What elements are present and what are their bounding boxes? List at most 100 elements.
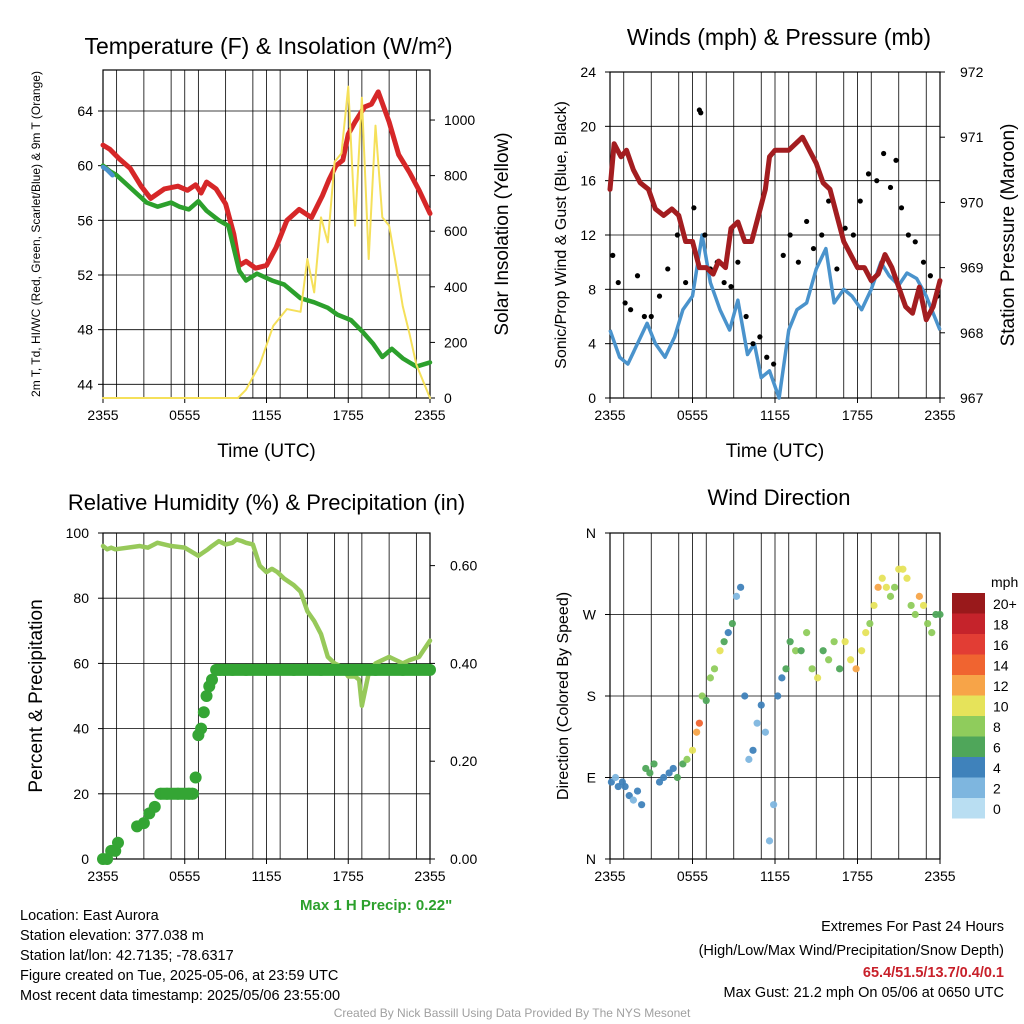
direction-point bbox=[803, 629, 811, 637]
direction-point bbox=[786, 638, 794, 646]
direction-point bbox=[629, 796, 637, 804]
series-line bbox=[100, 164, 115, 178]
precip-point bbox=[189, 771, 202, 784]
gust-point bbox=[787, 232, 793, 238]
station-info: Location: East Aurora Station elevation:… bbox=[20, 906, 340, 1006]
gust-point bbox=[665, 266, 671, 272]
gust-point bbox=[698, 110, 704, 116]
direction-point bbox=[693, 728, 701, 736]
x-tick-label: 1755 bbox=[333, 407, 364, 423]
y-axis-label: Percent & Precipitation bbox=[26, 599, 47, 792]
direction-point bbox=[732, 592, 741, 600]
y-tick-label: 60 bbox=[77, 158, 93, 174]
max-precip-annotation: Max 1 H Precip: 0.22" bbox=[300, 897, 453, 914]
recent-text: Most recent data timestamp: 2025/05/06 2… bbox=[20, 988, 341, 1004]
direction-point bbox=[683, 755, 691, 763]
series-line bbox=[100, 89, 433, 271]
gust-point bbox=[728, 284, 734, 290]
gust-point bbox=[927, 273, 933, 279]
direction-point bbox=[792, 647, 800, 655]
y2-tick-label: 971 bbox=[960, 129, 984, 145]
y2-tick-label: 600 bbox=[444, 223, 468, 239]
series-line bbox=[100, 163, 433, 369]
y2-axis-label: Solar Insolation (Yellow) bbox=[492, 132, 513, 335]
y2-tick-label: 969 bbox=[960, 260, 984, 276]
x-tick-label: 2355 bbox=[924, 407, 955, 423]
gust-point bbox=[881, 150, 887, 157]
gust-point bbox=[628, 307, 634, 313]
gust-point bbox=[622, 300, 628, 306]
y2-axis-label: Station Pressure (Maroon) bbox=[998, 124, 1019, 347]
y2-tick-label: 970 bbox=[960, 194, 984, 210]
direction-point bbox=[646, 769, 654, 777]
gust-point bbox=[743, 313, 749, 320]
legend-label: 18 bbox=[993, 617, 1009, 633]
x-tick-label: 2355 bbox=[87, 407, 118, 423]
y-tick-label: 12 bbox=[580, 227, 596, 243]
gust-point bbox=[683, 279, 689, 286]
gust-point bbox=[702, 232, 708, 238]
gust-point bbox=[804, 218, 810, 225]
gust-point bbox=[691, 205, 697, 211]
direction-point bbox=[782, 665, 790, 673]
precip-point bbox=[148, 800, 161, 813]
direction-point bbox=[621, 782, 629, 791]
extremes-values: 65.4/51.5/13.7/0.4/0.1 bbox=[862, 965, 1004, 981]
series-line bbox=[102, 85, 431, 399]
x-tick-label: 2355 bbox=[87, 868, 118, 884]
extremes-subtitle: (High/Low/Max Wind/Precipitation/Snow De… bbox=[698, 943, 1004, 959]
direction-point bbox=[638, 801, 646, 809]
x-tick-label: 2355 bbox=[924, 868, 955, 884]
legend-label: 10 bbox=[993, 699, 1009, 715]
chart-title: Winds (mph) & Pressure (mb) bbox=[627, 24, 931, 50]
gust-point bbox=[656, 293, 663, 299]
direction-point bbox=[757, 701, 765, 709]
precip-point bbox=[200, 690, 213, 702]
legend-label: 16 bbox=[993, 637, 1009, 653]
direction-point bbox=[862, 629, 870, 637]
chart-title: Relative Humidity (%) & Precipitation (i… bbox=[68, 490, 465, 515]
gust-point bbox=[735, 259, 741, 265]
direction-point bbox=[891, 583, 899, 591]
direction-point bbox=[814, 674, 822, 682]
direction-point bbox=[830, 638, 838, 646]
direction-point bbox=[720, 638, 728, 646]
gust-point bbox=[920, 259, 927, 265]
y-axis-label: Sonic/Prop Wind & Gust (Blue, Black) bbox=[553, 101, 570, 369]
series-line bbox=[100, 537, 433, 709]
gust-point bbox=[893, 157, 899, 163]
legend-swatch bbox=[952, 593, 985, 614]
x-tick-label: 1755 bbox=[842, 407, 873, 423]
x-tick-label: 0555 bbox=[169, 407, 200, 423]
elevation-text: Station elevation: 377.038 m bbox=[20, 928, 204, 944]
x-tick-label: 2355 bbox=[594, 407, 625, 423]
gust-point bbox=[750, 341, 756, 347]
direction-point bbox=[841, 638, 849, 646]
direction-point bbox=[882, 583, 890, 591]
y-tick-label: 0 bbox=[588, 390, 596, 406]
direction-point bbox=[770, 801, 778, 809]
gust-point bbox=[610, 252, 616, 258]
direction-point bbox=[716, 647, 724, 655]
legend-swatch bbox=[952, 695, 985, 716]
direction-point bbox=[886, 592, 895, 600]
temperature-panel: 2355 0555 1155 1755 2355 44 48 52 56 60 64 0 200 400 6… bbox=[29, 33, 513, 462]
x-tick-label: 2355 bbox=[414, 407, 445, 423]
direction-point bbox=[907, 601, 915, 610]
chart-title: Temperature (F) & Insolation (W/m²) bbox=[84, 33, 452, 59]
legend-swatch bbox=[952, 654, 985, 675]
direction-point bbox=[761, 728, 769, 736]
direction-point bbox=[749, 746, 757, 754]
gust-point bbox=[887, 184, 894, 191]
precip-point bbox=[137, 817, 150, 830]
x-tick-label: 2355 bbox=[594, 868, 625, 884]
y-tick-label: W bbox=[583, 607, 597, 623]
y-tick-label: 4 bbox=[588, 336, 596, 352]
chart-title: Wind Direction bbox=[707, 485, 850, 510]
direction-point bbox=[673, 773, 681, 782]
y-tick-label: 44 bbox=[77, 376, 93, 392]
x-tick-label: 0555 bbox=[169, 868, 200, 884]
y2-tick-label: 0.00 bbox=[450, 851, 477, 867]
y-axis-label: 2m T, Td, HI/WC (Red, Green, Scarlet/Blu… bbox=[29, 71, 43, 397]
